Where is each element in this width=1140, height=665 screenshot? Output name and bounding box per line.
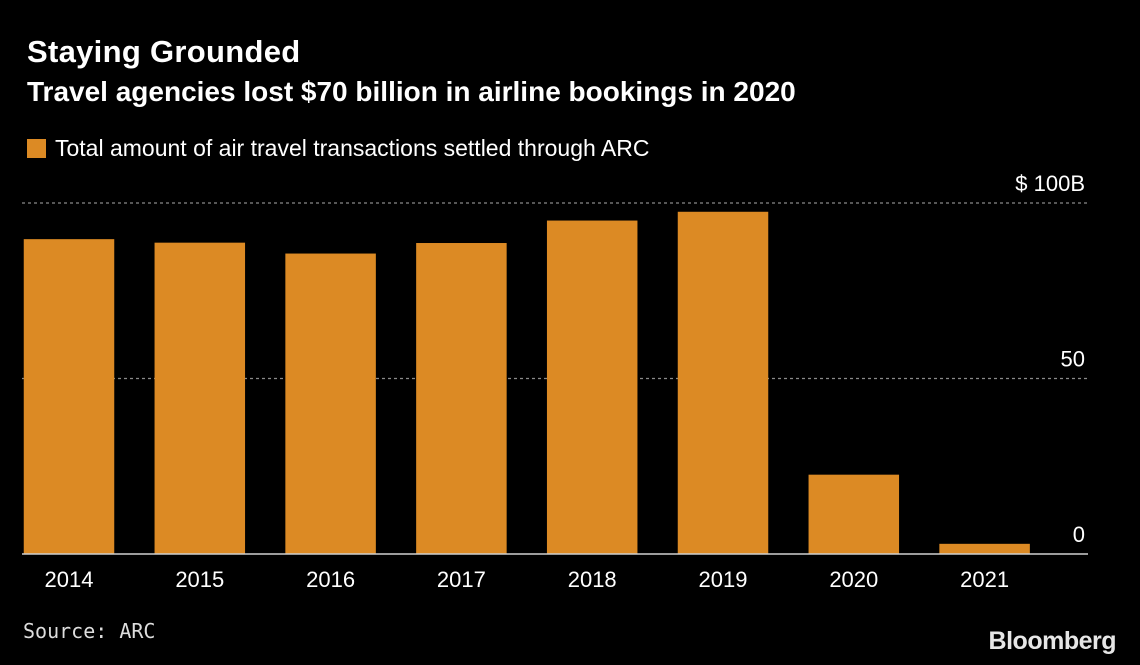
chart-subtitle: Travel agencies lost $70 billion in airl… — [27, 76, 796, 107]
bar — [546, 220, 638, 555]
bar — [23, 239, 115, 554]
bar — [677, 211, 769, 554]
y-tick-label: 50 — [1061, 347, 1085, 372]
x-tick-label: 2016 — [306, 567, 355, 592]
chart-title: Staying Grounded — [27, 34, 301, 69]
legend-label: Total amount of air travel transactions … — [55, 134, 650, 161]
bar — [285, 253, 376, 554]
bar — [154, 242, 246, 554]
x-tick-label: 2018 — [568, 567, 617, 592]
x-tick-label: 2015 — [175, 567, 224, 592]
bar — [416, 243, 507, 554]
bar-chart: 0 50 $ 100B 2014 2015 2016 2017 2018 2019 2020 202… — [22, 171, 1088, 592]
x-tick-label: 2019 — [699, 567, 748, 592]
source-note: Source: ARC — [23, 619, 156, 643]
bloomberg-logo: Bloomberg — [988, 627, 1117, 655]
y-tick-label: $ 100B — [1015, 171, 1085, 196]
legend-swatch — [27, 138, 46, 158]
x-tick-label: 2021 — [960, 567, 1009, 592]
x-tick-label: 2020 — [829, 567, 878, 592]
bar — [808, 474, 900, 554]
legend: Total amount of air travel transactions … — [27, 133, 649, 163]
x-tick-label: 2017 — [437, 567, 486, 592]
bar — [939, 543, 1030, 554]
y-tick-label: 0 — [1073, 522, 1085, 547]
x-tick-label: 2014 — [45, 567, 94, 592]
